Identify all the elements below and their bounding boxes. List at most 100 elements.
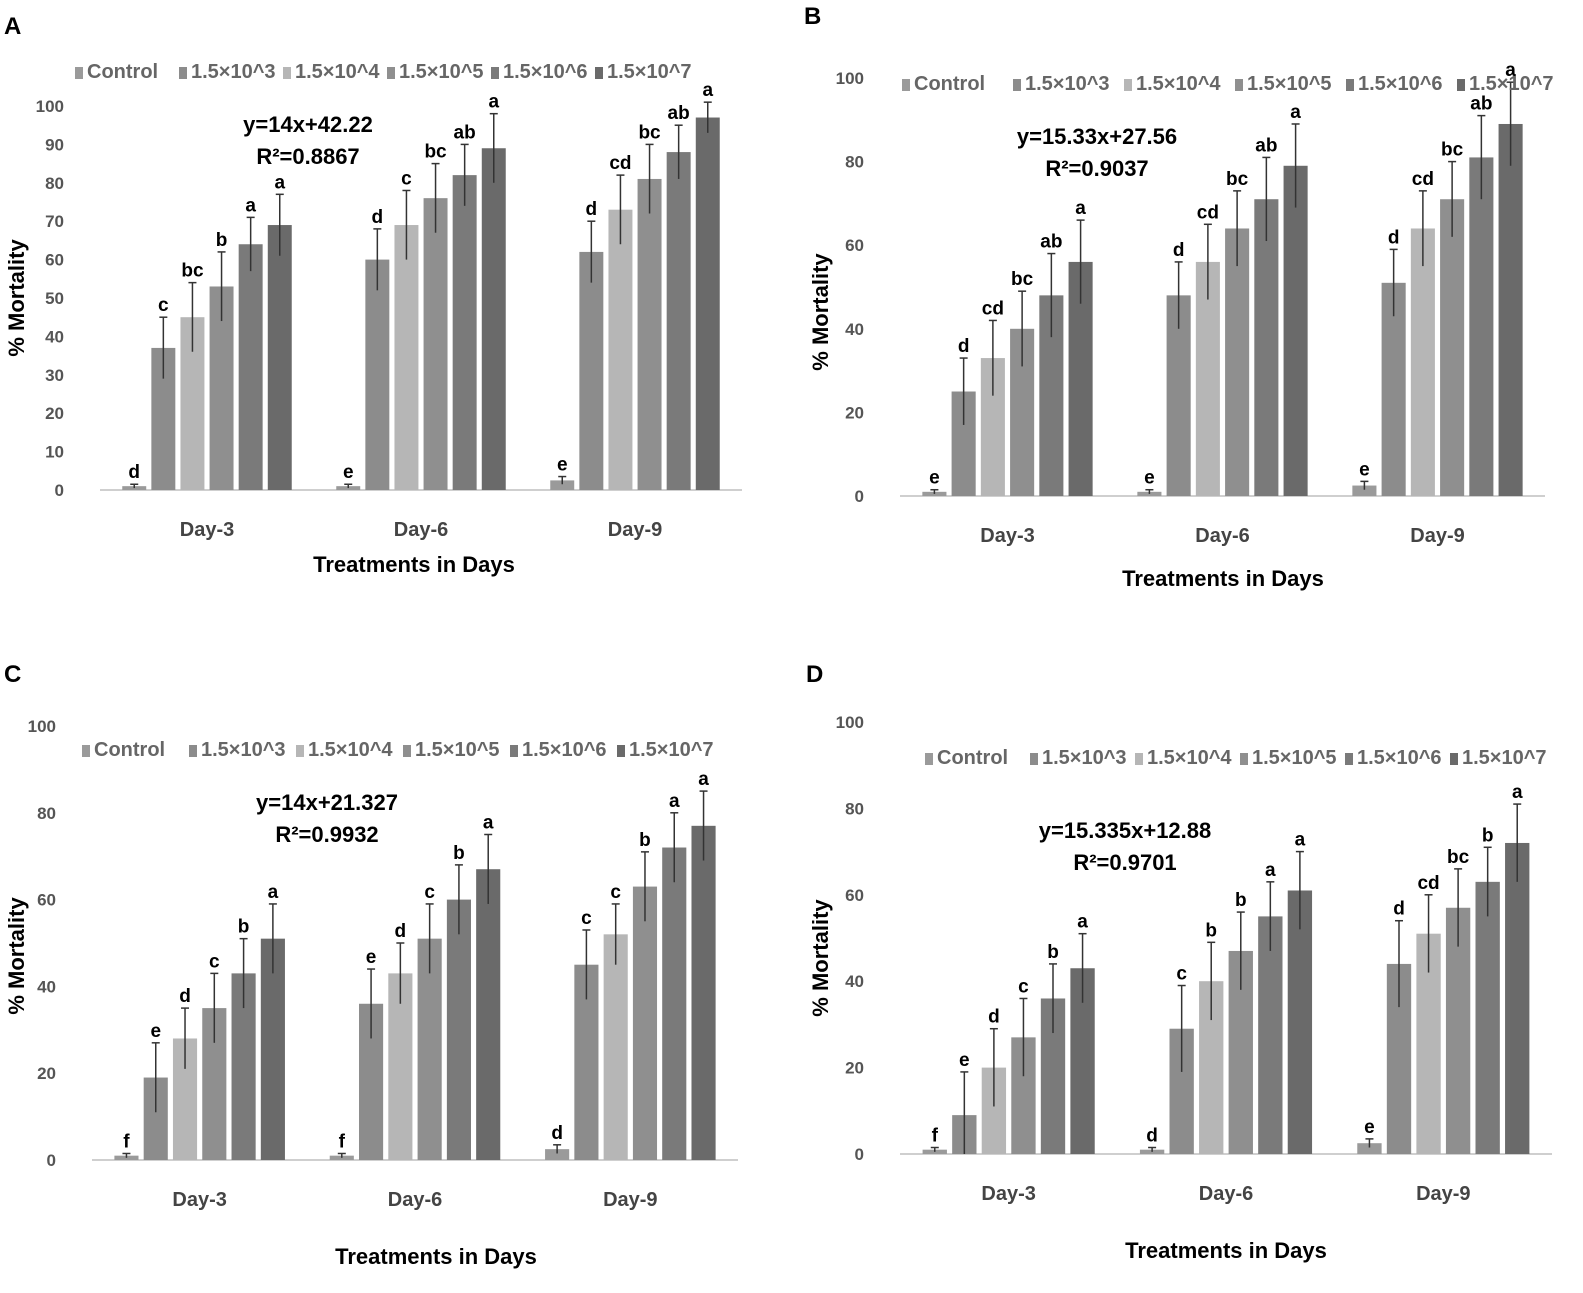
panel-d: D020406080100fedcbaDay-3dcbbaaDay-6edcdb… bbox=[806, 661, 1552, 1263]
significance-letter: a bbox=[1295, 830, 1306, 851]
significance-letter: a bbox=[268, 882, 279, 903]
legend-swatch bbox=[1345, 753, 1353, 765]
legend-swatch bbox=[283, 67, 291, 79]
legend-label: Control bbox=[914, 73, 985, 95]
bar bbox=[365, 259, 390, 490]
significance-letter: d bbox=[586, 199, 598, 220]
significance-letter: e bbox=[150, 1021, 161, 1042]
significance-letter: d bbox=[1173, 240, 1185, 261]
legend-label: Control bbox=[87, 61, 158, 83]
y-tick-label: 60 bbox=[37, 891, 56, 910]
y-tick-label: 30 bbox=[45, 366, 64, 385]
y-tick-label: 40 bbox=[45, 327, 64, 346]
y-tick-label: 80 bbox=[45, 174, 64, 193]
significance-letter: ab bbox=[1040, 232, 1062, 253]
y-tick-label: 60 bbox=[845, 886, 864, 905]
legend-swatch bbox=[403, 745, 411, 757]
significance-letter: f bbox=[339, 1131, 346, 1152]
significance-letter: ab bbox=[668, 103, 690, 124]
significance-letter: d bbox=[1146, 1126, 1158, 1147]
legend-swatch bbox=[75, 67, 83, 79]
bar bbox=[1258, 916, 1283, 1154]
bar bbox=[476, 869, 501, 1160]
panel-b: B020406080100edcdbcabaDay-3edcdbcabaDay-… bbox=[804, 3, 1554, 591]
significance-letter: e bbox=[1364, 1117, 1375, 1138]
y-tick-label: 80 bbox=[37, 804, 56, 823]
bar bbox=[579, 251, 604, 490]
bar bbox=[1498, 123, 1523, 496]
panel-letter: A bbox=[4, 13, 21, 40]
significance-letter: a bbox=[274, 172, 285, 193]
legend-swatch bbox=[1030, 753, 1038, 765]
significance-letter: e bbox=[1144, 468, 1155, 489]
y-tick-label: 40 bbox=[37, 977, 56, 996]
legend-swatch bbox=[1124, 79, 1132, 91]
y-tick-label: 20 bbox=[845, 403, 864, 422]
significance-letter: bc bbox=[181, 261, 204, 282]
significance-letter: e bbox=[959, 1050, 970, 1071]
legend-swatch bbox=[1135, 753, 1143, 765]
y-tick-label: 70 bbox=[45, 212, 64, 231]
x-tick-label: Day-3 bbox=[180, 519, 234, 541]
legend-swatch bbox=[617, 745, 625, 757]
significance-letter: b bbox=[1482, 825, 1494, 846]
bar bbox=[388, 973, 413, 1160]
bar bbox=[260, 938, 285, 1160]
significance-letter: d bbox=[372, 207, 384, 228]
y-axis-title: % Mortality bbox=[4, 897, 29, 1015]
legend-swatch bbox=[595, 67, 603, 79]
bar bbox=[417, 938, 442, 1160]
significance-letter: d bbox=[958, 336, 970, 357]
significance-letter: a bbox=[1265, 860, 1276, 881]
legend-label: 1.5×10^5 bbox=[415, 739, 500, 761]
significance-letter: b bbox=[1235, 890, 1247, 911]
x-tick-label: Day-6 bbox=[1199, 1183, 1253, 1205]
y-tick-label: 0 bbox=[55, 481, 64, 500]
legend-label: 1.5×10^5 bbox=[399, 61, 484, 83]
significance-letter: c bbox=[610, 882, 621, 903]
bar bbox=[1410, 228, 1435, 497]
bar bbox=[1440, 199, 1465, 496]
legend-swatch bbox=[82, 745, 90, 757]
significance-letter: f bbox=[123, 1131, 130, 1152]
y-tick-label: 20 bbox=[845, 1059, 864, 1078]
significance-letter: d bbox=[1388, 227, 1400, 248]
legend-label: 1.5×10^3 bbox=[201, 739, 286, 761]
legend-swatch bbox=[1346, 79, 1354, 91]
significance-letter: a bbox=[1505, 60, 1516, 81]
x-tick-label: Day-3 bbox=[172, 1189, 226, 1211]
significance-letter: bc bbox=[424, 142, 447, 163]
bar bbox=[603, 934, 628, 1160]
bar bbox=[1475, 881, 1500, 1154]
panel-letter: C bbox=[4, 661, 21, 688]
significance-letter: c bbox=[158, 295, 169, 316]
legend-swatch bbox=[902, 79, 910, 91]
x-tick-label: Day-3 bbox=[981, 1183, 1035, 1205]
significance-letter: a bbox=[488, 92, 499, 113]
significance-letter: c bbox=[209, 951, 220, 972]
bar bbox=[1469, 157, 1494, 497]
legend-swatch bbox=[387, 67, 395, 79]
y-tick-label: 0 bbox=[855, 1145, 864, 1164]
legend-swatch bbox=[1457, 79, 1465, 91]
x-tick-label: Day-9 bbox=[1410, 525, 1464, 547]
y-tick-label: 100 bbox=[836, 69, 864, 88]
regression-equation: y=15.33x+27.56 bbox=[1017, 124, 1177, 149]
significance-letter: cd bbox=[1197, 202, 1219, 223]
x-axis-title: Treatments in Days bbox=[335, 1244, 537, 1269]
regression-equation: y=15.335x+12.88 bbox=[1039, 818, 1212, 843]
y-tick-label: 10 bbox=[45, 443, 64, 462]
significance-letter: c bbox=[1176, 964, 1187, 985]
y-tick-label: 40 bbox=[845, 320, 864, 339]
legend-swatch bbox=[510, 745, 518, 757]
y-tick-label: 40 bbox=[845, 972, 864, 991]
legend-label: 1.5×10^7 bbox=[1462, 747, 1547, 769]
bar bbox=[267, 225, 292, 491]
x-tick-label: Day-6 bbox=[394, 519, 448, 541]
legend-label: Control bbox=[94, 739, 165, 761]
bar bbox=[695, 117, 720, 491]
y-axis-title: % Mortality bbox=[808, 899, 833, 1017]
bar bbox=[122, 486, 147, 490]
bar bbox=[922, 1149, 947, 1154]
